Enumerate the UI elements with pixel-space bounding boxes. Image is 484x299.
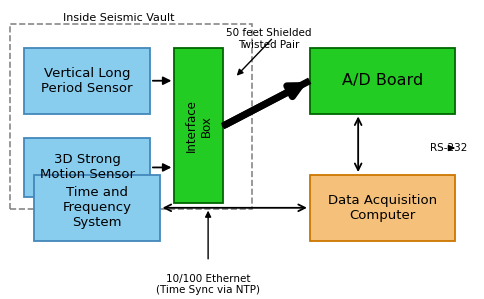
FancyBboxPatch shape: [24, 138, 150, 197]
Text: Interface
Box: Interface Box: [184, 99, 212, 152]
FancyBboxPatch shape: [174, 48, 223, 203]
Text: 50 feet Shielded
Twisted Pair: 50 feet Shielded Twisted Pair: [226, 28, 311, 50]
Text: 3D Strong
Motion Sensor: 3D Strong Motion Sensor: [40, 153, 135, 181]
Text: 10/100 Ethernet
(Time Sync via NTP): 10/100 Ethernet (Time Sync via NTP): [156, 274, 260, 295]
Text: Vertical Long
Period Sensor: Vertical Long Period Sensor: [41, 67, 133, 95]
Text: Inside Seismic Vault: Inside Seismic Vault: [63, 13, 174, 23]
Text: A/D Board: A/D Board: [342, 73, 423, 88]
FancyBboxPatch shape: [310, 48, 455, 114]
Text: Time and
Frequency
System: Time and Frequency System: [62, 186, 131, 229]
FancyBboxPatch shape: [10, 24, 252, 209]
FancyBboxPatch shape: [310, 175, 455, 241]
FancyBboxPatch shape: [34, 175, 160, 241]
Text: Data Acquisition
Computer: Data Acquisition Computer: [328, 194, 437, 222]
Text: RS-232: RS-232: [430, 143, 467, 153]
FancyBboxPatch shape: [24, 48, 150, 114]
